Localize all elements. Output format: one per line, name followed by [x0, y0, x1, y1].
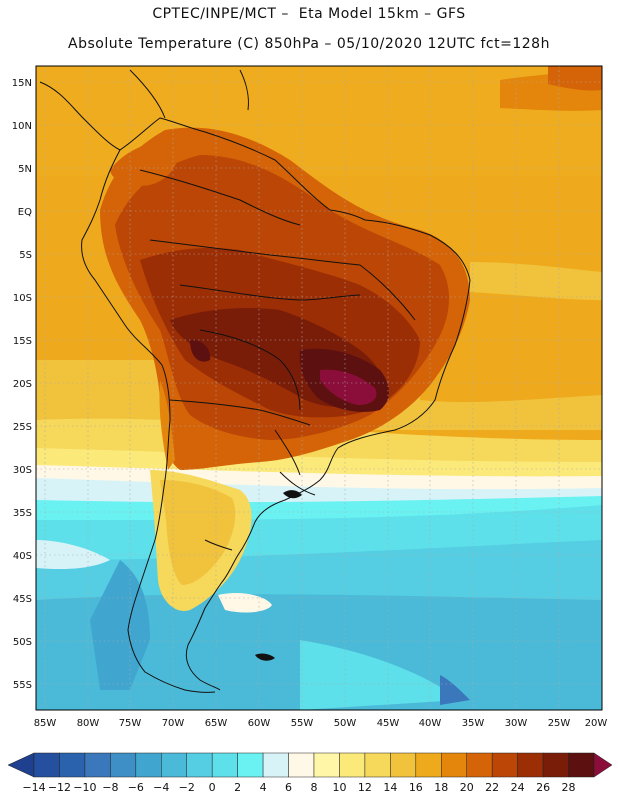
colorbar-label: 14 [383, 781, 397, 794]
lon-tick-label: 30W [505, 718, 528, 729]
colorbar-swatch [262, 752, 289, 778]
colorbar-swatch [59, 752, 86, 778]
lat-tick-label: 15N [12, 78, 32, 89]
colorbar-label: 2 [234, 781, 241, 794]
colorbar-swatch [364, 752, 391, 778]
colorbar-label: 6 [285, 781, 292, 794]
latitude-axis: 15N 10N 5N EQ 5S 10S 15S 20S 25S 30S 35S… [12, 78, 32, 691]
colorbar-label: −12 [48, 781, 71, 794]
colorbar-label: −10 [73, 781, 96, 794]
lat-tick-label: 10S [13, 293, 32, 304]
lon-tick-label: 80W [77, 718, 100, 729]
map-title: CPTEC/INPE/MCT – Eta Model 15km – GFS [152, 6, 466, 22]
colorbar-label: −8 [102, 781, 118, 794]
colorbar-label: −2 [179, 781, 195, 794]
colorbar-swatch [33, 752, 60, 778]
colorbar-label: −6 [128, 781, 144, 794]
colorbar-label: 18 [434, 781, 448, 794]
lat-tick-label: 45S [13, 594, 32, 605]
lon-tick-label: 50W [334, 718, 357, 729]
colorbar-swatch [466, 752, 493, 778]
colorbar-label: 28 [562, 781, 576, 794]
lon-tick-label: 45W [377, 718, 400, 729]
lon-tick-label: 40W [419, 718, 442, 729]
lat-tick-label: 5S [19, 250, 32, 261]
lat-tick-label: 5N [18, 164, 32, 175]
colorbar-label: 10 [332, 781, 346, 794]
colorbar-swatch [84, 752, 111, 778]
lat-tick-label: EQ [18, 207, 32, 218]
colorbar: −14 −12 −10 −8 −6 −4 −2 0 2 4 6 8 10 12 14 16 18 20 22 24 26… [7, 752, 613, 794]
lat-tick-label: 30S [13, 465, 32, 476]
colorbar-label: 0 [209, 781, 216, 794]
lon-tick-label: 20W [585, 718, 608, 729]
colorbar-swatch [110, 752, 137, 778]
map-frame [35, 65, 603, 711]
colorbar-right-arrow [593, 752, 613, 778]
temperature-field [36, 66, 602, 710]
map-subtitle: Absolute Temperature (C) 850hPa – 05/10/… [68, 36, 550, 52]
colorbar-label: 16 [409, 781, 423, 794]
lat-tick-label: 15S [13, 336, 32, 347]
lat-tick-label: 20S [13, 379, 32, 390]
lat-tick-label: 50S [13, 637, 32, 648]
colorbar-label: 8 [311, 781, 318, 794]
lon-tick-label: 70W [162, 718, 185, 729]
lon-tick-label: 55W [291, 718, 314, 729]
colorbar-swatch [517, 752, 544, 778]
colorbar-swatch [313, 752, 340, 778]
colorbar-label: 12 [358, 781, 372, 794]
lat-tick-label: 40S [13, 551, 32, 562]
colorbar-swatch [288, 752, 315, 778]
colorbar-label: 4 [260, 781, 267, 794]
colorbar-swatch [568, 752, 595, 778]
colorbar-swatch [390, 752, 417, 778]
colorbar-swatch [542, 752, 569, 778]
graticule [36, 66, 603, 710]
colorbar-swatch [491, 752, 518, 778]
colorbar-swatch [441, 752, 467, 778]
islands [255, 490, 302, 661]
colorbar-swatch [186, 752, 213, 778]
colorbar-swatch [211, 752, 238, 778]
longitude-axis: 85W 80W 75W 70W 65W 60W 55W 50W 45W 40W … [34, 718, 608, 729]
colorbar-swatch [339, 752, 366, 778]
colorbar-swatch [415, 752, 442, 778]
lon-tick-label: 65W [205, 718, 228, 729]
colorbar-swatch [237, 752, 264, 778]
colorbar-label: −4 [153, 781, 169, 794]
colorbar-left-arrow [7, 752, 35, 778]
lon-tick-label: 35W [462, 718, 485, 729]
lat-tick-label: 55S [13, 680, 32, 691]
lon-tick-label: 25W [548, 718, 571, 729]
lon-tick-label: 60W [248, 718, 271, 729]
lon-tick-label: 85W [34, 718, 57, 729]
coastlines [39, 69, 471, 693]
lat-tick-label: 10N [12, 121, 32, 132]
colorbar-swatch [135, 752, 162, 778]
lon-tick-label: 75W [119, 718, 142, 729]
lat-tick-label: 25S [13, 422, 32, 433]
lat-tick-label: 35S [13, 508, 32, 519]
colorbar-label: 20 [460, 781, 474, 794]
colorbar-label: 22 [485, 781, 499, 794]
colorbar-label: 26 [536, 781, 550, 794]
colorbar-label: −14 [22, 781, 45, 794]
colorbar-label: 24 [511, 781, 525, 794]
colorbar-swatch [161, 752, 187, 778]
